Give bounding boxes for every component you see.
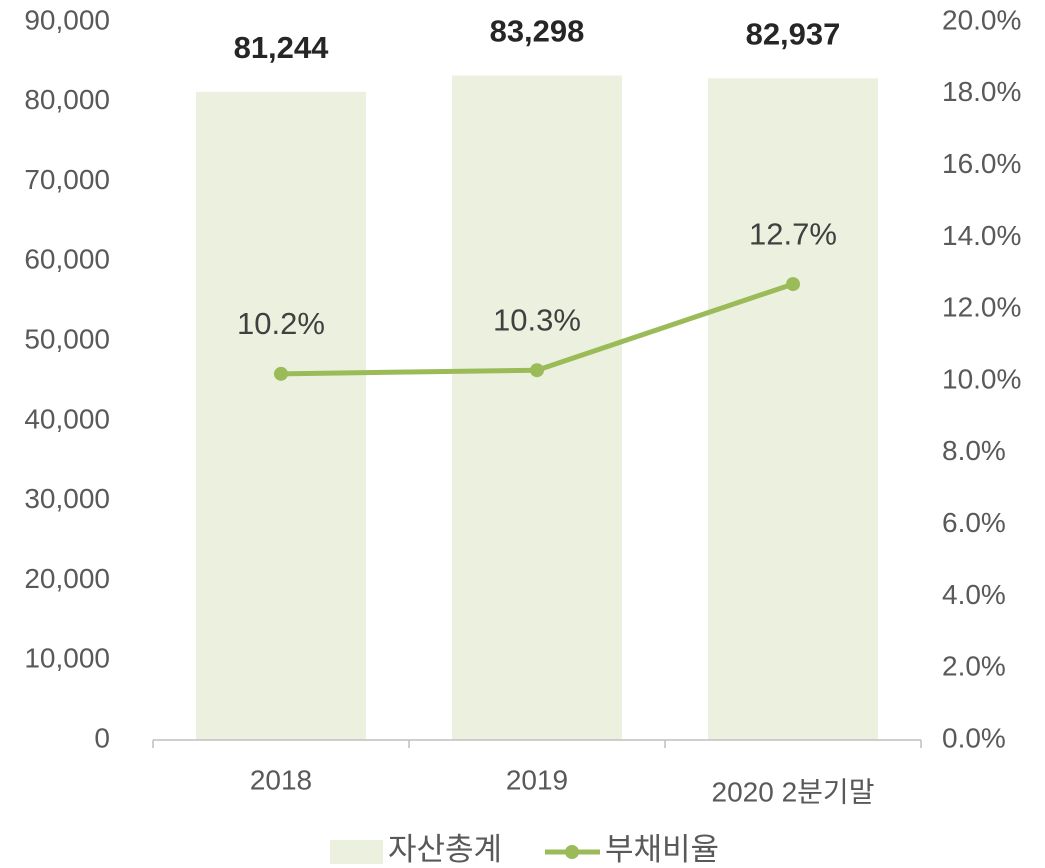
legend-label: 자산총계 <box>388 832 502 867</box>
y2-tick-label: 10.0% <box>942 363 1021 394</box>
y-tick-label: 20,000 <box>24 563 110 594</box>
y2-tick-label: 6.0% <box>942 507 1006 538</box>
line-point <box>274 366 288 381</box>
line-value-label: 10.2% <box>237 306 325 341</box>
y-tick-label: 30,000 <box>24 483 110 514</box>
line-point <box>786 277 800 292</box>
legend-swatch <box>330 840 383 864</box>
y2-tick-label: 2.0% <box>942 651 1006 682</box>
bar <box>708 78 878 740</box>
x-tick-label: 2018 <box>250 764 312 795</box>
y-tick-label: 80,000 <box>24 84 110 115</box>
legend-label: 부채비율 <box>605 832 719 867</box>
line-value-label: 10.3% <box>493 302 581 337</box>
y2-tick-label: 16.0% <box>942 148 1021 179</box>
bar <box>196 91 366 741</box>
y2-tick-label: 8.0% <box>942 435 1006 466</box>
bar <box>452 75 622 741</box>
y-tick-label: 0 <box>94 722 110 753</box>
legend-swatch-point <box>565 845 579 859</box>
y-tick-label: 10,000 <box>24 643 110 674</box>
y2-tick-label: 12.0% <box>942 292 1021 323</box>
y-tick-label: 40,000 <box>24 403 110 434</box>
y-tick-label: 70,000 <box>24 164 110 195</box>
bar-value-label: 82,937 <box>746 17 841 52</box>
y2-tick-label: 14.0% <box>942 220 1021 251</box>
line-point <box>530 363 544 378</box>
y-tick-label: 60,000 <box>24 244 110 275</box>
bar-value-label: 83,298 <box>490 14 585 49</box>
line-value-label: 12.7% <box>749 216 837 251</box>
y-tick-label: 90,000 <box>24 4 110 35</box>
y2-tick-label: 20.0% <box>942 4 1021 35</box>
bar-value-label: 81,244 <box>234 30 330 65</box>
y2-tick-label: 4.0% <box>942 579 1006 610</box>
x-tick-label: 2019 <box>506 764 568 795</box>
x-tick-label: 2020 2분기말 <box>712 776 875 807</box>
y-tick-label: 50,000 <box>24 324 110 355</box>
y2-tick-label: 0.0% <box>942 722 1006 753</box>
y2-tick-label: 18.0% <box>942 76 1021 107</box>
